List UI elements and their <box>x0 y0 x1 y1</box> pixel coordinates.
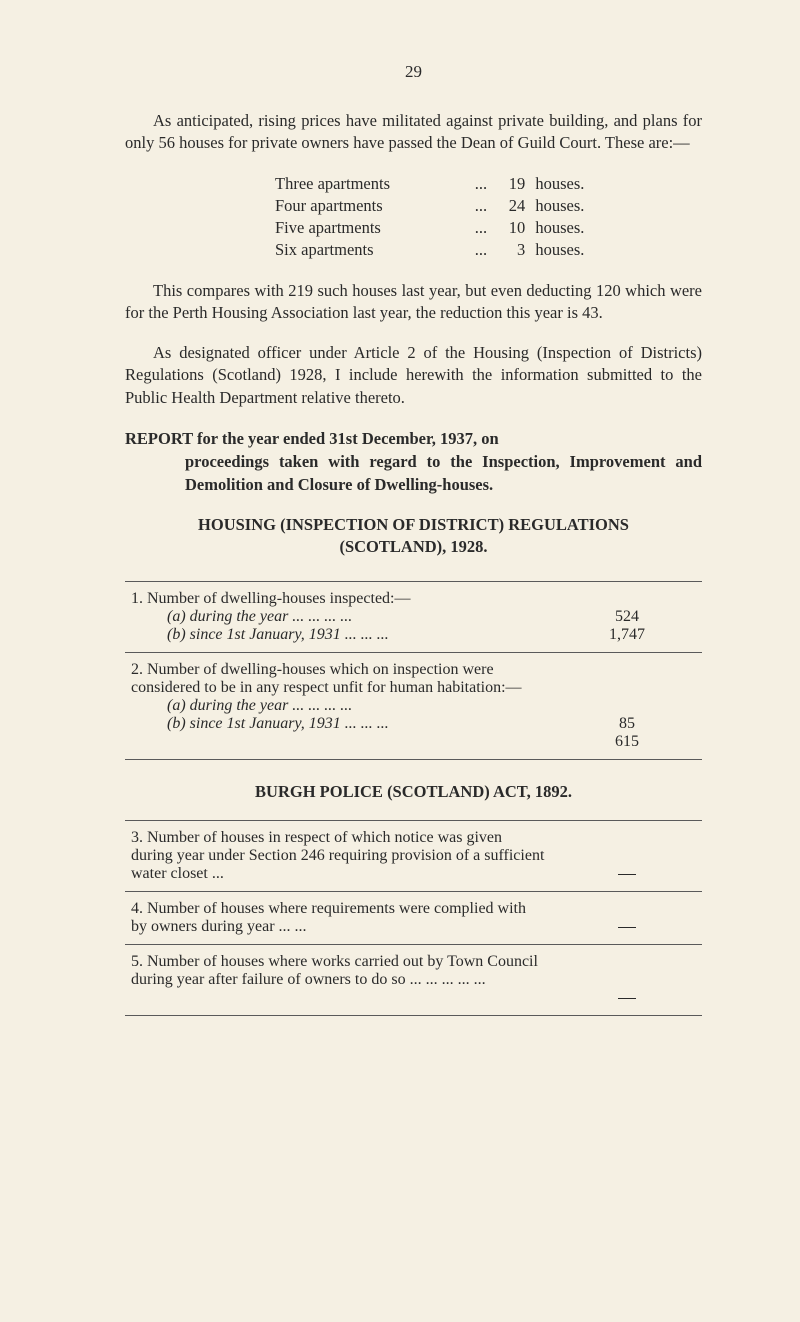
apartments-row: Three apartments ... 19 houses. <box>275 173 702 195</box>
report-heading: REPORT for the year ended 31st December,… <box>125 427 702 496</box>
row-lead: 1. Number of dwelling-houses inspected:— <box>131 590 546 608</box>
apartment-count: 19 <box>497 173 525 195</box>
value-b: 1,747 <box>558 626 696 644</box>
apartments-list: Three apartments ... 19 houses. Four apa… <box>275 173 702 262</box>
apartment-unit: houses. <box>529 173 584 195</box>
leader-dots: ... <box>459 217 493 239</box>
apartments-row: Five apartments ... 10 houses. <box>275 217 702 239</box>
table-value-cell: 524 1,747 <box>552 581 702 652</box>
report-heading-line1: REPORT for the year ended 31st December,… <box>125 429 499 448</box>
apartment-label: Five apartments <box>275 217 455 239</box>
burgh-police-title: BURGH POLICE (SCOTLAND) ACT, 1892. <box>125 782 702 802</box>
leader-dots: ... <box>459 195 493 217</box>
table-value-cell <box>552 944 702 1015</box>
apartment-label: Three apartments <box>275 173 455 195</box>
apartment-count: 10 <box>497 217 525 239</box>
row-sub-b: (b) since 1st January, 1931 ... ... ... <box>167 626 546 644</box>
table-description-cell: 4. Number of houses where requirements w… <box>125 891 552 944</box>
em-dash-value <box>618 998 636 999</box>
apartment-count: 3 <box>497 239 525 261</box>
row-sub-b: (b) since 1st January, 1931 ... ... ... <box>167 715 546 733</box>
row-sub-a: (a) during the year ... ... ... ... <box>167 608 546 626</box>
table-value-cell <box>552 891 702 944</box>
row-lead: 2. Number of dwelling-houses which on in… <box>131 661 546 697</box>
burgh-table: 3. Number of houses in respect of which … <box>125 820 702 1016</box>
table-description-cell: 2. Number of dwelling-houses which on in… <box>125 652 552 759</box>
table-row: 1. Number of dwelling-houses inspected:—… <box>125 581 702 652</box>
apartment-unit: houses. <box>529 195 584 217</box>
em-dash-value <box>618 874 636 875</box>
table-row: 4. Number of houses where requirements w… <box>125 891 702 944</box>
housing-title-line1: HOUSING (INSPECTION OF DISTRICT) REGULAT… <box>198 515 629 534</box>
apartment-label: Six apartments <box>275 239 455 261</box>
table-row: 3. Number of houses in respect of which … <box>125 820 702 891</box>
apartments-row: Six apartments ... 3 houses. <box>275 239 702 261</box>
paragraph-3: As designated officer under Article 2 of… <box>125 342 702 409</box>
table-row: 2. Number of dwelling-houses which on in… <box>125 652 702 759</box>
table-description-cell: 5. Number of houses where works carried … <box>125 944 552 1015</box>
leader-dots: ... <box>459 173 493 195</box>
table-value-cell <box>552 820 702 891</box>
apartments-row: Four apartments ... 24 houses. <box>275 195 702 217</box>
housing-regulations-title: HOUSING (INSPECTION OF DISTRICT) REGULAT… <box>125 514 702 559</box>
value-a: 85 <box>558 715 696 733</box>
row-sub-a: (a) during the year ... ... ... ... <box>167 697 546 715</box>
table-row: 5. Number of houses where works carried … <box>125 944 702 1015</box>
table-value-cell: 85 615 <box>552 652 702 759</box>
value-a: 524 <box>558 608 696 626</box>
table-description-cell: 1. Number of dwelling-houses inspected:—… <box>125 581 552 652</box>
apartment-unit: houses. <box>529 217 584 239</box>
value-b: 615 <box>558 733 696 751</box>
housing-title-line2: (SCOTLAND), 1928. <box>339 537 487 556</box>
page-number: 29 <box>125 62 702 82</box>
paragraph-2: This compares with 219 such houses last … <box>125 280 702 325</box>
regulations-table: 1. Number of dwelling-houses inspected:—… <box>125 581 702 760</box>
apartment-unit: houses. <box>529 239 584 261</box>
report-heading-line2: proceedings taken with regard to the Ins… <box>125 450 702 496</box>
em-dash-value <box>618 927 636 928</box>
apartment-label: Four apartments <box>275 195 455 217</box>
paragraph-1: As anticipated, rising prices have milit… <box>125 110 702 155</box>
table-description-cell: 3. Number of houses in respect of which … <box>125 820 552 891</box>
apartment-count: 24 <box>497 195 525 217</box>
document-page: 29 As anticipated, rising prices have mi… <box>0 0 800 1088</box>
leader-dots: ... <box>459 239 493 261</box>
